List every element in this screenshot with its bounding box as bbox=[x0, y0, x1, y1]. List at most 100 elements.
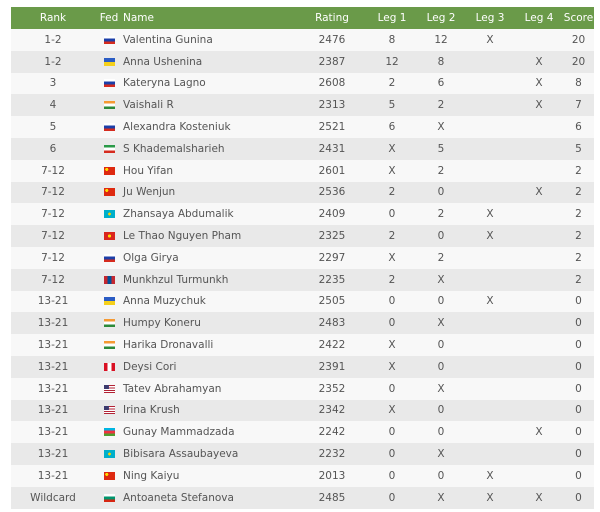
rating-cell: 2352 bbox=[318, 382, 346, 395]
fed-cell bbox=[95, 225, 123, 247]
score-cell: 0 bbox=[575, 469, 582, 482]
name-cell[interactable]: Le Thao Nguyen Pham bbox=[123, 230, 242, 243]
flag-india-icon bbox=[103, 341, 115, 350]
table-row[interactable]: 13-21 Tatev Abrahamyan 2352 0 X 0 bbox=[11, 377, 594, 400]
fed-cell bbox=[95, 291, 123, 313]
rating-cell: 2608 bbox=[318, 77, 346, 90]
rank-cell: 13-21 bbox=[37, 295, 69, 308]
leg3-cell bbox=[465, 421, 515, 443]
leg1-cell: 8 bbox=[388, 33, 396, 46]
leg2-cell: X bbox=[437, 317, 445, 330]
name-cell[interactable]: Bibisara Assaubayeva bbox=[123, 448, 239, 461]
leg1-cell: 0 bbox=[388, 317, 396, 330]
table-row[interactable]: 7-12 Zhansaya Abdumalik 2409 0 2 X 2 bbox=[11, 203, 594, 226]
table-row[interactable]: 13-21 Bibisara Assaubayeva 2232 0 X 0 bbox=[11, 443, 594, 465]
name-cell[interactable]: Gunay Mammadzada bbox=[123, 426, 235, 439]
rating-cell: 2325 bbox=[318, 230, 346, 243]
rank-cell: 13-21 bbox=[37, 339, 69, 352]
table-row[interactable]: 3 Kateryna Lagno 2608 2 6 X 8 bbox=[11, 72, 594, 95]
name-cell[interactable]: Vaishali R bbox=[123, 99, 174, 112]
name-cell[interactable]: Hou Yifan bbox=[123, 164, 174, 177]
table-row[interactable]: 13-21 Anna Muzychuk 2505 0 0 X 0 bbox=[11, 290, 594, 313]
fed-cell bbox=[95, 73, 123, 95]
fed-cell bbox=[95, 138, 123, 160]
rank-cell: 6 bbox=[49, 142, 57, 155]
name-cell[interactable]: Ning Kaiyu bbox=[123, 469, 180, 482]
table-row[interactable]: 7-12 Munkhzul Turmunkh 2235 2 X 2 bbox=[11, 268, 594, 291]
leg2-cell: 0 bbox=[437, 295, 445, 308]
rank-cell: 7-12 bbox=[41, 251, 65, 264]
header-rank[interactable]: Rank bbox=[11, 7, 95, 29]
leg1-cell: 0 bbox=[388, 448, 396, 461]
header-leg1[interactable]: Leg 1 bbox=[367, 7, 417, 29]
name-cell[interactable]: Antoaneta Stefanova bbox=[123, 491, 234, 504]
name-cell[interactable]: Munkhzul Turmunkh bbox=[123, 273, 229, 286]
rating-cell: 2013 bbox=[318, 469, 346, 482]
table-row[interactable]: 7-12 Ju Wenjun 2536 2 0 X 2 bbox=[11, 181, 594, 204]
leg4-cell bbox=[515, 29, 563, 51]
name-cell[interactable]: Ju Wenjun bbox=[123, 186, 176, 199]
rank-cell: Wildcard bbox=[30, 491, 76, 504]
table-row[interactable]: 7-12 Olga Girya 2297 X 2 2 bbox=[11, 246, 594, 269]
rating-cell: 2483 bbox=[318, 317, 346, 330]
header-fed[interactable]: Fed bbox=[95, 7, 123, 29]
leg3-cell bbox=[465, 443, 515, 465]
header-leg2[interactable]: Leg 2 bbox=[417, 7, 465, 29]
table-row[interactable]: 1-2 Anna Ushenina 2387 12 8 X 20 bbox=[11, 50, 594, 73]
name-cell[interactable]: Tatev Abrahamyan bbox=[123, 382, 222, 395]
leg4-cell: X bbox=[535, 491, 543, 504]
name-cell[interactable]: Humpy Koneru bbox=[123, 317, 201, 330]
name-cell[interactable]: Zhansaya Abdumalik bbox=[123, 208, 234, 221]
table-row[interactable]: 1-2 Valentina Gunina 2476 8 12 X 20 bbox=[11, 29, 594, 51]
score-cell: 2 bbox=[575, 230, 582, 243]
leg3-cell bbox=[465, 378, 515, 400]
leg3-cell: X bbox=[486, 469, 494, 482]
rank-cell: 5 bbox=[49, 121, 57, 134]
header-name[interactable]: Name bbox=[123, 7, 297, 29]
leg4-cell bbox=[515, 356, 563, 378]
leg1-cell: 0 bbox=[388, 382, 396, 395]
table-row[interactable]: 13-21 Ning Kaiyu 2013 0 0 X 0 bbox=[11, 464, 594, 487]
table-row[interactable]: 6 S Khademalsharieh 2431 X 5 5 bbox=[11, 137, 594, 160]
header-leg4[interactable]: Leg 4 bbox=[515, 7, 563, 29]
table-row[interactable]: 13-21 Harika Dronavalli 2422 X 0 0 bbox=[11, 334, 594, 356]
rating-cell: 2313 bbox=[318, 99, 346, 112]
fed-cell bbox=[95, 356, 123, 378]
name-cell[interactable]: Harika Dronavalli bbox=[123, 339, 214, 352]
name-cell[interactable]: Anna Muzychuk bbox=[123, 295, 206, 308]
table-row[interactable]: 5 Alexandra Kosteniuk 2521 6 X 6 bbox=[11, 116, 594, 138]
leg2-cell: 12 bbox=[434, 33, 448, 46]
table-row[interactable]: 7-12 Hou Yifan 2601 X 2 2 bbox=[11, 159, 594, 182]
name-cell[interactable]: Valentina Gunina bbox=[123, 33, 213, 46]
table-row[interactable]: Wildcard Antoaneta Stefanova 2485 0 X X X 0 bbox=[11, 486, 594, 509]
score-cell: 8 bbox=[575, 77, 582, 90]
table-row[interactable]: 7-12 Le Thao Nguyen Pham 2325 2 0 X 2 bbox=[11, 225, 594, 247]
leg1-cell: 12 bbox=[385, 55, 399, 68]
flag-china-icon bbox=[103, 188, 115, 197]
rank-cell: 13-21 bbox=[37, 317, 69, 330]
leg2-cell: 5 bbox=[437, 142, 445, 155]
header-leg3[interactable]: Leg 3 bbox=[465, 7, 515, 29]
name-cell[interactable]: S Khademalsharieh bbox=[123, 142, 225, 155]
leg2-cell: 6 bbox=[437, 77, 445, 90]
flag-mongolia-icon bbox=[103, 275, 115, 284]
score-cell: 0 bbox=[575, 426, 582, 439]
table-row[interactable]: 13-21 Deysi Cori 2391 X 0 0 bbox=[11, 355, 594, 378]
header-rating[interactable]: Rating bbox=[297, 7, 367, 29]
name-cell[interactable]: Alexandra Kosteniuk bbox=[123, 121, 231, 134]
header-score[interactable]: Score bbox=[563, 7, 594, 29]
name-cell[interactable]: Kateryna Lagno bbox=[123, 77, 206, 90]
score-cell: 20 bbox=[571, 33, 586, 46]
leg3-cell bbox=[465, 312, 515, 334]
standings-table: Rank Fed Name Rating Leg 1 Leg 2 Leg 3 L… bbox=[11, 7, 594, 509]
table-row[interactable]: 4 Vaishali R 2313 5 2 X 7 bbox=[11, 94, 594, 117]
leg2-cell: X bbox=[437, 491, 445, 504]
name-cell[interactable]: Deysi Cori bbox=[123, 360, 177, 373]
name-cell[interactable]: Olga Girya bbox=[123, 251, 179, 264]
name-cell[interactable]: Irina Krush bbox=[123, 404, 180, 417]
table-row[interactable]: 13-21 Gunay Mammadzada 2242 0 0 X 0 bbox=[11, 421, 594, 444]
table-row[interactable]: 13-21 Irina Krush 2342 X 0 0 bbox=[11, 399, 594, 422]
leg1-cell: X bbox=[388, 360, 396, 373]
name-cell[interactable]: Anna Ushenina bbox=[123, 55, 203, 68]
table-row[interactable]: 13-21 Humpy Koneru 2483 0 X 0 bbox=[11, 312, 594, 335]
